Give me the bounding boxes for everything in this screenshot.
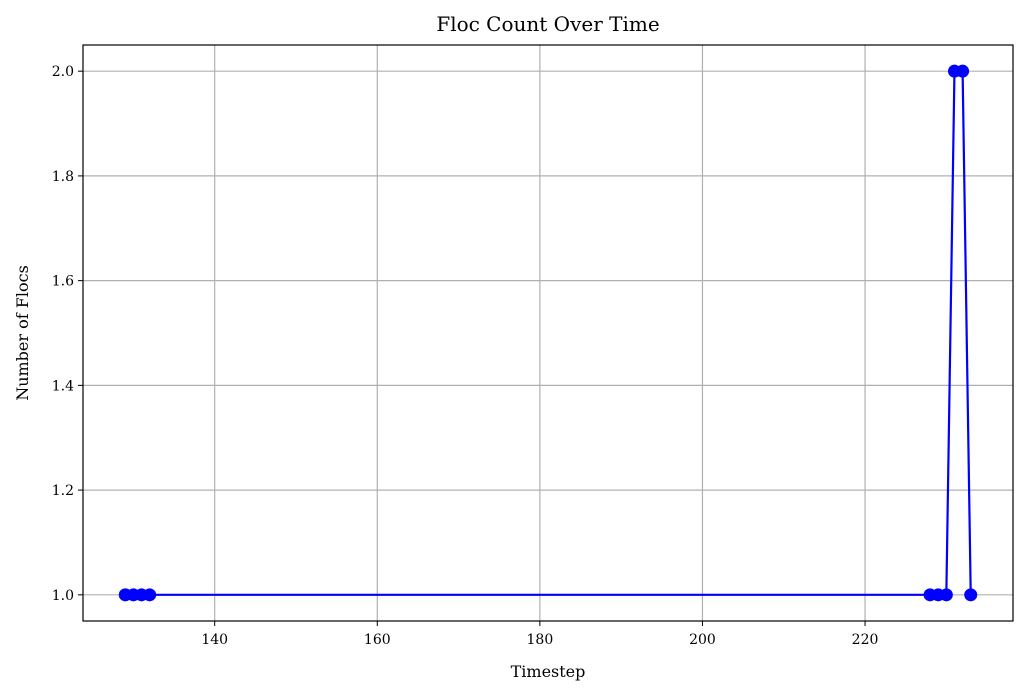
y-tick-label: 1.6 xyxy=(52,274,74,290)
y-tick-label: 2.0 xyxy=(52,64,74,80)
data-point xyxy=(143,588,157,602)
series-line xyxy=(125,70,972,596)
plot-frame xyxy=(82,44,1014,622)
y-tick-label: 1.0 xyxy=(52,588,74,604)
grid-lines xyxy=(83,45,1013,621)
data-point xyxy=(956,64,970,78)
y-tick-label: 1.2 xyxy=(52,483,74,499)
series-layer xyxy=(118,64,978,602)
x-tick-label: 220 xyxy=(852,632,879,648)
x-axis-label: Timestep xyxy=(511,662,586,681)
x-tick-label: 180 xyxy=(527,632,554,648)
data-point xyxy=(939,588,953,602)
y-tick-label: 1.4 xyxy=(52,378,74,394)
x-tick-label: 160 xyxy=(364,632,391,648)
chart-title: Floc Count Over Time xyxy=(436,12,659,36)
data-point xyxy=(964,588,978,602)
x-tick-label: 200 xyxy=(689,632,716,648)
x-tick-label: 140 xyxy=(201,632,228,648)
y-tick-label: 1.8 xyxy=(52,169,74,185)
y-axis-label: Number of Flocs xyxy=(13,265,32,401)
tick-layer: 140 160 180 200 220 1.0 1.2 1.4 1.6 1.8 2.0 xyxy=(52,64,879,648)
